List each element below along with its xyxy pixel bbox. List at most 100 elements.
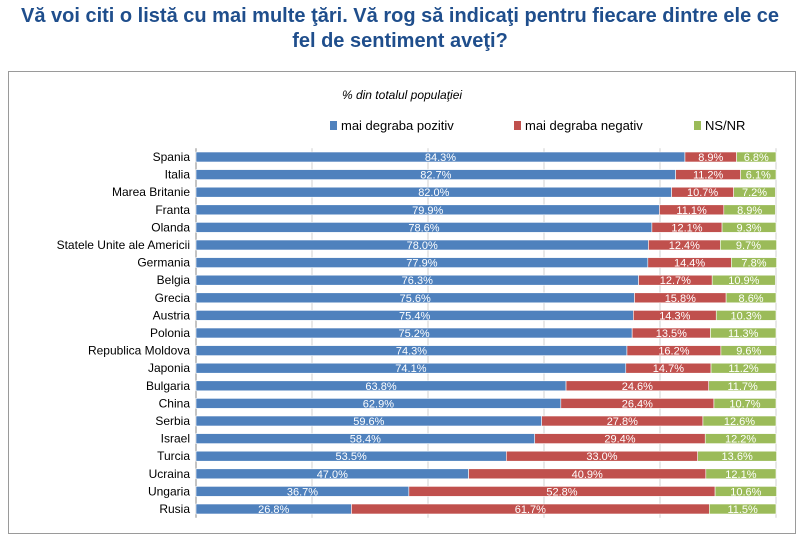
data-label: 75.6% — [400, 293, 431, 305]
category-label: Spania — [153, 150, 191, 164]
data-label: 82.7% — [420, 170, 451, 182]
chart-subtitle: % din totalul populaţiei — [342, 88, 462, 102]
data-label: 12.4% — [669, 240, 700, 252]
data-label: 63.8% — [365, 381, 396, 393]
bar-3-row-3 — [733, 186, 776, 198]
stacked-bar-chart: % din totalul populaţiei mai degraba pozi… — [57, 88, 777, 518]
bar-3-row-12 — [720, 345, 777, 356]
data-label: 9.3% — [736, 222, 761, 234]
data-label: 15.8% — [665, 293, 696, 305]
bar-3-row-14 — [708, 380, 777, 392]
data-label: 12.1% — [725, 469, 756, 481]
data-label: 16.2% — [658, 346, 689, 358]
category-label: Serbia — [155, 414, 190, 428]
legend-label-2: mai degraba negativ — [525, 118, 643, 133]
data-label: 11.1% — [676, 205, 707, 217]
data-label: 59.6% — [353, 416, 384, 428]
bar-3-row-7 — [731, 257, 777, 268]
data-label: 76.3% — [402, 275, 433, 287]
category-label: Statele Unite ale Americii — [57, 238, 190, 252]
bar-3-row-17 — [704, 433, 777, 444]
category-label: Austria — [153, 308, 191, 322]
bar-3-row-16 — [702, 415, 777, 427]
data-label: 26.4% — [622, 398, 653, 410]
data-label: 75.4% — [399, 310, 430, 322]
data-label: 9.7% — [736, 240, 761, 252]
category-label: Marea Britanie — [112, 185, 190, 199]
category-label: Ungaria — [148, 484, 190, 498]
category-label: Republica Moldova — [88, 344, 190, 358]
data-label: 11.3% — [728, 328, 759, 340]
category-label: Olanda — [151, 220, 190, 234]
legend-label-1: mai degraba pozitiv — [341, 118, 454, 133]
legend-swatch-2 — [514, 121, 521, 130]
data-label: 7.2% — [742, 187, 767, 199]
data-label: 7.8% — [741, 258, 766, 270]
category-label: Bulgaria — [146, 379, 190, 393]
bar-3-row-19 — [705, 468, 777, 480]
data-label: 26.8% — [258, 504, 289, 516]
data-label: 62.9% — [363, 398, 394, 410]
data-label: 74.3% — [396, 346, 427, 358]
data-label: 9.6% — [736, 346, 761, 358]
bar-3-row-4 — [723, 204, 776, 216]
data-label: 78.6% — [408, 222, 439, 234]
data-label: 78.0% — [407, 240, 438, 252]
category-label: Rusia — [159, 502, 190, 516]
data-label: 11.2% — [728, 363, 759, 375]
category-label: Turcia — [157, 449, 190, 463]
bar-3-row-21 — [708, 503, 777, 515]
data-label: 6.8% — [744, 152, 769, 164]
data-label: 12.1% — [671, 222, 702, 234]
data-label: 11.2% — [693, 170, 724, 182]
data-label: 79.9% — [412, 205, 443, 217]
data-label: 10.6% — [730, 486, 761, 498]
data-label: 29.4% — [604, 434, 635, 446]
data-label: 33.0% — [586, 451, 617, 463]
bar-3-row-1 — [736, 151, 777, 163]
data-label: 8.6% — [739, 293, 764, 305]
data-label: 10.9% — [728, 275, 759, 287]
legend-swatch-3 — [694, 121, 701, 130]
category-label: Germania — [137, 256, 190, 270]
page-title: Vă voi citi o listă cu mai multe ţări. V… — [0, 4, 800, 54]
data-label: 40.9% — [572, 469, 603, 481]
category-label: Polonia — [150, 326, 190, 340]
bar-3-row-18 — [697, 450, 777, 462]
data-label: 10.7% — [729, 398, 760, 410]
bar-3-row-13 — [710, 362, 777, 374]
category-label: Italia — [165, 168, 191, 182]
bar-3-row-15 — [713, 398, 777, 409]
bar-3-row-9 — [725, 292, 777, 304]
data-label: 12.2% — [725, 434, 756, 446]
category-label: Israel — [161, 432, 190, 446]
data-label: 14.4% — [674, 258, 705, 270]
data-label: 53.5% — [336, 451, 367, 463]
data-label: 12.6% — [724, 416, 755, 428]
bar-3-row-10 — [715, 310, 777, 321]
category-label: Franta — [155, 203, 190, 217]
data-label: 14.3% — [659, 310, 690, 322]
data-label: 77.9% — [406, 258, 437, 270]
bar-3-row-6 — [720, 239, 777, 251]
bar-3-row-2 — [740, 169, 777, 180]
data-label: 6.1% — [746, 170, 771, 182]
data-label: 84.3% — [425, 152, 456, 164]
category-label: Ucraina — [149, 467, 191, 481]
data-label: 13.6% — [722, 451, 753, 463]
data-label: 75.2% — [398, 328, 429, 340]
data-label: 36.7% — [287, 486, 318, 498]
bar-3-row-8 — [711, 274, 776, 286]
data-label: 52.8% — [546, 486, 577, 498]
category-label: Belgia — [157, 273, 191, 287]
legend-label-3: NS/NR — [705, 118, 745, 133]
data-label: 13.5% — [656, 328, 687, 340]
category-label: China — [159, 396, 191, 410]
data-label: 47.0% — [317, 469, 348, 481]
title-line-2: fel de sentiment aveţi? — [292, 30, 508, 52]
data-label: 14.7% — [653, 363, 684, 375]
data-label: 58.4% — [350, 434, 381, 446]
bar-3-row-5 — [721, 222, 777, 233]
category-label: Grecia — [155, 291, 191, 305]
legend-swatch-1 — [330, 121, 337, 130]
